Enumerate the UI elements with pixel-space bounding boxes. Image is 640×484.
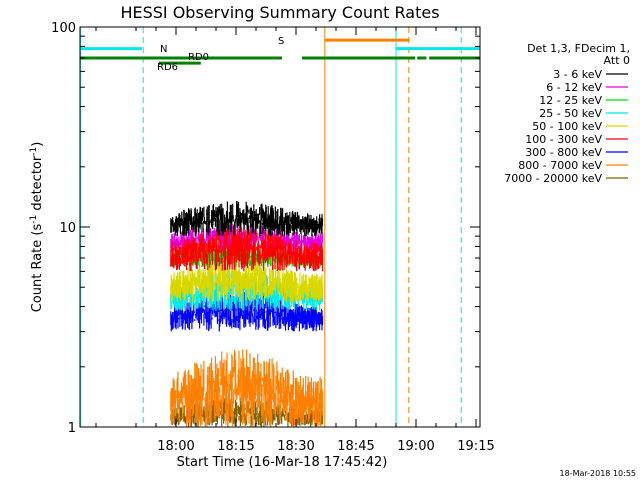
x-axis-label: Start Time (16-Mar-18 17:45:42) xyxy=(177,455,388,470)
chart-title: HESSI Observing Summary Count Rates xyxy=(120,3,439,22)
trace-3-6kev xyxy=(170,201,324,237)
legend-header-line-1: Det 1,3, FDecim 1, xyxy=(527,42,630,55)
flag-rd0-label: RD0 xyxy=(188,52,209,63)
legend-label: 300 - 800 keV xyxy=(525,146,602,159)
legend-label: 6 - 12 keV xyxy=(546,81,602,94)
y-tick-label: 100 xyxy=(51,21,76,36)
legend-label: 50 - 100 keV xyxy=(532,120,602,133)
legend-label: 7000 - 20000 keV xyxy=(504,172,602,185)
legend-label: 100 - 300 keV xyxy=(525,133,602,146)
timestamp-footer: 18-Mar-2018 10:55 xyxy=(560,469,637,478)
flag-s-label: S xyxy=(278,36,284,47)
flag-n-label: N xyxy=(160,44,167,55)
y-tick-label: 1 xyxy=(68,421,76,436)
y-tick-label: 10 xyxy=(59,221,76,236)
trace-100-300kev xyxy=(170,227,324,272)
legend-label: 800 - 7000 keV xyxy=(518,159,602,172)
trace-group xyxy=(170,201,324,427)
legend-label: 3 - 6 keV xyxy=(553,68,602,81)
trace-800-7000kev xyxy=(170,349,324,427)
x-tick-label: 18:30 xyxy=(277,439,314,454)
x-tick-label: 18:45 xyxy=(337,439,374,454)
x-tick-label: 18:00 xyxy=(157,439,194,454)
trace-50-100kev xyxy=(170,259,324,303)
flag-group: N S RD0 RD6 xyxy=(80,36,480,73)
x-tick-label: 19:00 xyxy=(397,439,434,454)
x-tick-label: 18:15 xyxy=(217,439,254,454)
flag-rd6-label: RD6 xyxy=(157,62,178,73)
legend-label: 12 - 25 keV xyxy=(539,94,602,107)
y-axis-label: Count Rate (s-1 detector-1) xyxy=(29,142,45,313)
x-tick-label: 19:15 xyxy=(457,439,494,454)
legend-label: 25 - 50 keV xyxy=(539,107,602,120)
legend-header-line-2: Att 0 xyxy=(604,54,630,67)
axis-group: 18:00 18:15 18:30 18:45 19:00 19:15 1 10 100 xyxy=(51,21,495,454)
